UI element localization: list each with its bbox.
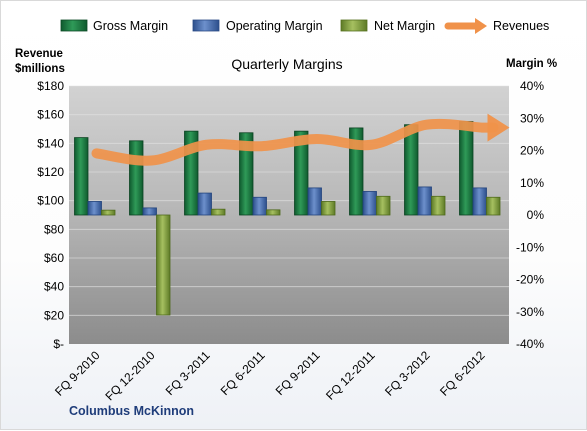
- right-tick-label: -40%: [516, 337, 544, 351]
- bar-net-margin: [376, 195, 391, 216]
- x-tick-label: FQ 3-2012: [382, 348, 433, 399]
- right-tick-label: -10%: [516, 240, 544, 254]
- company-name: Columbus McKinnon: [69, 404, 194, 418]
- right-tick-label: 20%: [520, 144, 544, 158]
- left-axis-title-line1: Revenue: [15, 48, 63, 60]
- bar-operating-margin: [362, 191, 377, 216]
- chart-title: Quarterly Margins: [231, 56, 342, 72]
- legend-swatch-gross-margin: [60, 19, 88, 32]
- bar-gross-margin: [239, 132, 254, 216]
- right-tick-label: 40%: [520, 79, 544, 93]
- left-tick-label: $80: [44, 222, 64, 236]
- right-axis-title: Margin %: [506, 58, 557, 70]
- legend-swatch-operating-margin: [192, 19, 220, 32]
- legend-label-revenues: Revenues: [493, 19, 549, 33]
- bar-operating-margin: [142, 207, 157, 216]
- x-tick-label: FQ 3-2011: [163, 348, 213, 398]
- right-tick-label: -30%: [516, 305, 544, 319]
- bar-gross-margin: [404, 124, 419, 216]
- right-axis-ticks: -40% -30% -20% -10% 0% 10% 20% 30% 40%: [516, 79, 544, 351]
- x-axis-ticks: FQ 9-2010 FQ 12-2010 FQ 3-2011 FQ 6-2011 FQ …: [52, 348, 488, 403]
- left-axis-title-line2: $millions: [15, 63, 65, 75]
- left-tick-label: $40: [44, 280, 64, 294]
- bar-operating-margin: [472, 187, 487, 216]
- legend-arrow-head: [475, 18, 487, 34]
- left-axis-ticks: $- $20 $40 $60 $80 $100 $120 $140 $160 $180: [37, 79, 64, 351]
- legend-swatch-net-margin: [340, 19, 368, 32]
- bar-net-margin: [321, 201, 336, 216]
- x-tick-label: FQ 12-2011: [323, 348, 378, 403]
- bar-net-margin: [101, 209, 116, 216]
- right-tick-label: -20%: [516, 273, 544, 287]
- left-tick-label: $-: [53, 337, 64, 351]
- bar-operating-margin: [197, 192, 212, 216]
- bar-operating-margin: [307, 187, 322, 216]
- left-tick-label: $100: [37, 194, 64, 208]
- bar-gross-margin: [294, 130, 309, 216]
- revenue-line: [91, 113, 510, 166]
- x-tick-label: FQ 12-2010: [102, 348, 157, 403]
- bar-net-margin: [486, 196, 501, 216]
- right-tick-label: 10%: [520, 176, 544, 190]
- bar-net-margin: [431, 195, 446, 216]
- revenue-arrow-head: [487, 113, 510, 142]
- left-tick-label: $60: [44, 251, 64, 265]
- left-tick-label: $140: [37, 136, 64, 150]
- left-tick-label: $20: [44, 308, 64, 322]
- bar-net-margin: [211, 208, 226, 216]
- bar-net-margin: [156, 214, 171, 316]
- x-tick-label: FQ 9-2010: [52, 348, 103, 399]
- bar-operating-margin: [417, 186, 432, 216]
- left-tick-label: $160: [37, 108, 64, 122]
- legend-label-net-margin: Net Margin: [374, 19, 435, 33]
- legend-label-gross-margin: Gross Margin: [93, 19, 168, 33]
- right-tick-label: 0%: [527, 208, 545, 222]
- bar-operating-margin: [87, 201, 102, 216]
- x-tick-label: FQ 6-2012: [437, 348, 488, 399]
- bar-gross-margin: [459, 121, 474, 216]
- bar-gross-margin: [129, 140, 144, 216]
- x-tick-label: FQ 9-2011: [273, 348, 323, 398]
- bar-net-margin: [266, 209, 281, 216]
- revenue-line-path: [91, 118, 499, 166]
- left-tick-label: $180: [37, 79, 64, 93]
- right-tick-label: 30%: [520, 111, 544, 125]
- bar-operating-margin: [252, 196, 267, 216]
- x-tick-label: FQ 6-2011: [218, 348, 268, 398]
- bar-gross-margin: [74, 137, 89, 216]
- legend: Gross Margin Operating Margin Net Margin…: [60, 18, 549, 34]
- legend-label-operating-margin: Operating Margin: [226, 19, 323, 33]
- left-tick-label: $120: [37, 165, 64, 179]
